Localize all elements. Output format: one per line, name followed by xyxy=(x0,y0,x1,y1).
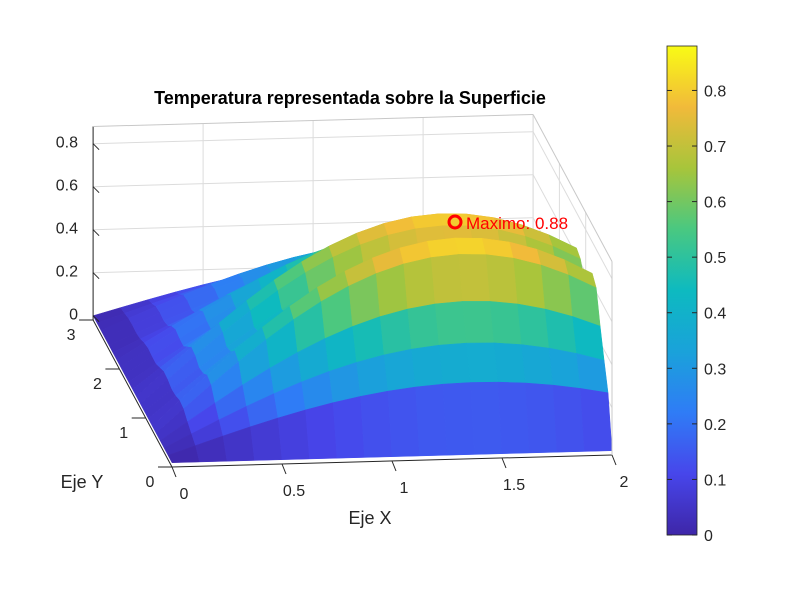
surface-patch xyxy=(411,344,444,388)
surface-patch xyxy=(438,342,471,385)
z-tick-label: 0.2 xyxy=(56,264,78,281)
gridline-z-back xyxy=(93,131,534,145)
z-tick xyxy=(92,186,100,194)
gridline-z-back xyxy=(93,174,534,188)
x-tick xyxy=(281,463,287,475)
tick-labels: 0 0.5 1 1.5 2 0 1 2 3 0 0.2 0.4 0.6 0.8 xyxy=(56,135,629,503)
y-tick-label: 3 xyxy=(67,327,76,344)
colorbar-tick-label: 0.5 xyxy=(704,250,726,267)
surface-patch xyxy=(379,308,412,356)
x-tick xyxy=(171,466,177,478)
x-tick xyxy=(391,460,397,472)
y-tick-label: 0 xyxy=(146,474,155,491)
z-tick-label: 0 xyxy=(69,307,78,324)
surface-patch xyxy=(426,237,460,258)
surface-patch xyxy=(356,354,389,397)
surface-patch xyxy=(415,383,448,457)
surface-patch xyxy=(497,381,530,454)
y-axis-line xyxy=(92,319,173,468)
surface-patch xyxy=(454,237,487,255)
surface xyxy=(92,213,613,463)
colorbar-tick-label: 0.3 xyxy=(704,361,726,378)
x-axis-label: Eje X xyxy=(348,508,391,528)
z-tick-label: 0.8 xyxy=(56,135,78,152)
chart-title: Temperatura representada sobre la Superf… xyxy=(154,88,546,108)
surface-patch xyxy=(332,396,365,459)
surface-patch xyxy=(513,257,546,310)
surface-patch xyxy=(360,390,393,458)
max-annotation: Maximo: 0.88 xyxy=(466,214,568,233)
z-tick xyxy=(92,315,100,323)
colorbar-tick-label: 0.7 xyxy=(704,139,726,156)
surface-patch xyxy=(493,342,526,384)
colorbar-ticks: 0 0.1 0.2 0.3 0.4 0.5 0.6 0.7 0.8 xyxy=(667,83,726,545)
box-edge xyxy=(532,114,613,262)
surface-patch xyxy=(387,386,420,457)
surface-patch xyxy=(517,303,550,349)
surface-patch xyxy=(407,303,440,350)
x-tick-label: 0 xyxy=(180,486,189,503)
surface-patch xyxy=(485,254,518,305)
surface-patch xyxy=(462,301,495,344)
box-edge xyxy=(93,114,534,127)
surface-patch xyxy=(403,257,436,310)
surface-patch xyxy=(525,382,558,454)
colorbar xyxy=(666,45,698,536)
y-tick-label: 1 xyxy=(119,425,128,442)
x-tick xyxy=(501,457,507,469)
z-tick-label: 0.6 xyxy=(56,178,78,195)
surface-patch xyxy=(580,388,613,452)
surface-patch xyxy=(375,263,408,317)
surface-patch xyxy=(466,342,499,383)
x-tick-label: 2 xyxy=(620,474,629,491)
z-tick xyxy=(92,229,100,237)
surface-patch xyxy=(489,301,522,345)
y-axis-label: Eje Y xyxy=(61,472,104,492)
colorbar-tick-label: 0.8 xyxy=(704,83,726,100)
gridline-z-side xyxy=(532,131,613,279)
surface-patch xyxy=(548,347,581,389)
x-tick xyxy=(611,454,617,466)
surface-patch xyxy=(442,382,475,456)
x-tick-label: 0.5 xyxy=(283,483,305,500)
surface-patch xyxy=(458,254,491,302)
surface-patch xyxy=(383,348,416,392)
surface-patch xyxy=(305,402,338,460)
surface-patch xyxy=(434,301,467,346)
surface-patch xyxy=(430,254,463,305)
colorbar-tick-label: 0 xyxy=(704,528,713,545)
colorbar-tick-label: 0.2 xyxy=(704,417,726,434)
x-tick-label: 1.5 xyxy=(503,477,525,494)
z-tick xyxy=(92,143,100,151)
colorbar-tick-label: 0.4 xyxy=(704,306,726,323)
surface-patch xyxy=(470,381,503,455)
max-marker xyxy=(447,214,463,230)
colorbar-tick-label: 0.6 xyxy=(704,195,726,212)
surface-patch xyxy=(277,409,310,460)
surface-patch xyxy=(552,384,585,453)
surface-patch xyxy=(521,344,554,386)
y-tick-label: 2 xyxy=(93,376,102,393)
z-tick xyxy=(92,272,100,280)
x-tick-label: 1 xyxy=(400,480,409,497)
colorbar-tick-label: 0.1 xyxy=(704,472,726,489)
z-tick-label: 0.4 xyxy=(56,221,78,238)
